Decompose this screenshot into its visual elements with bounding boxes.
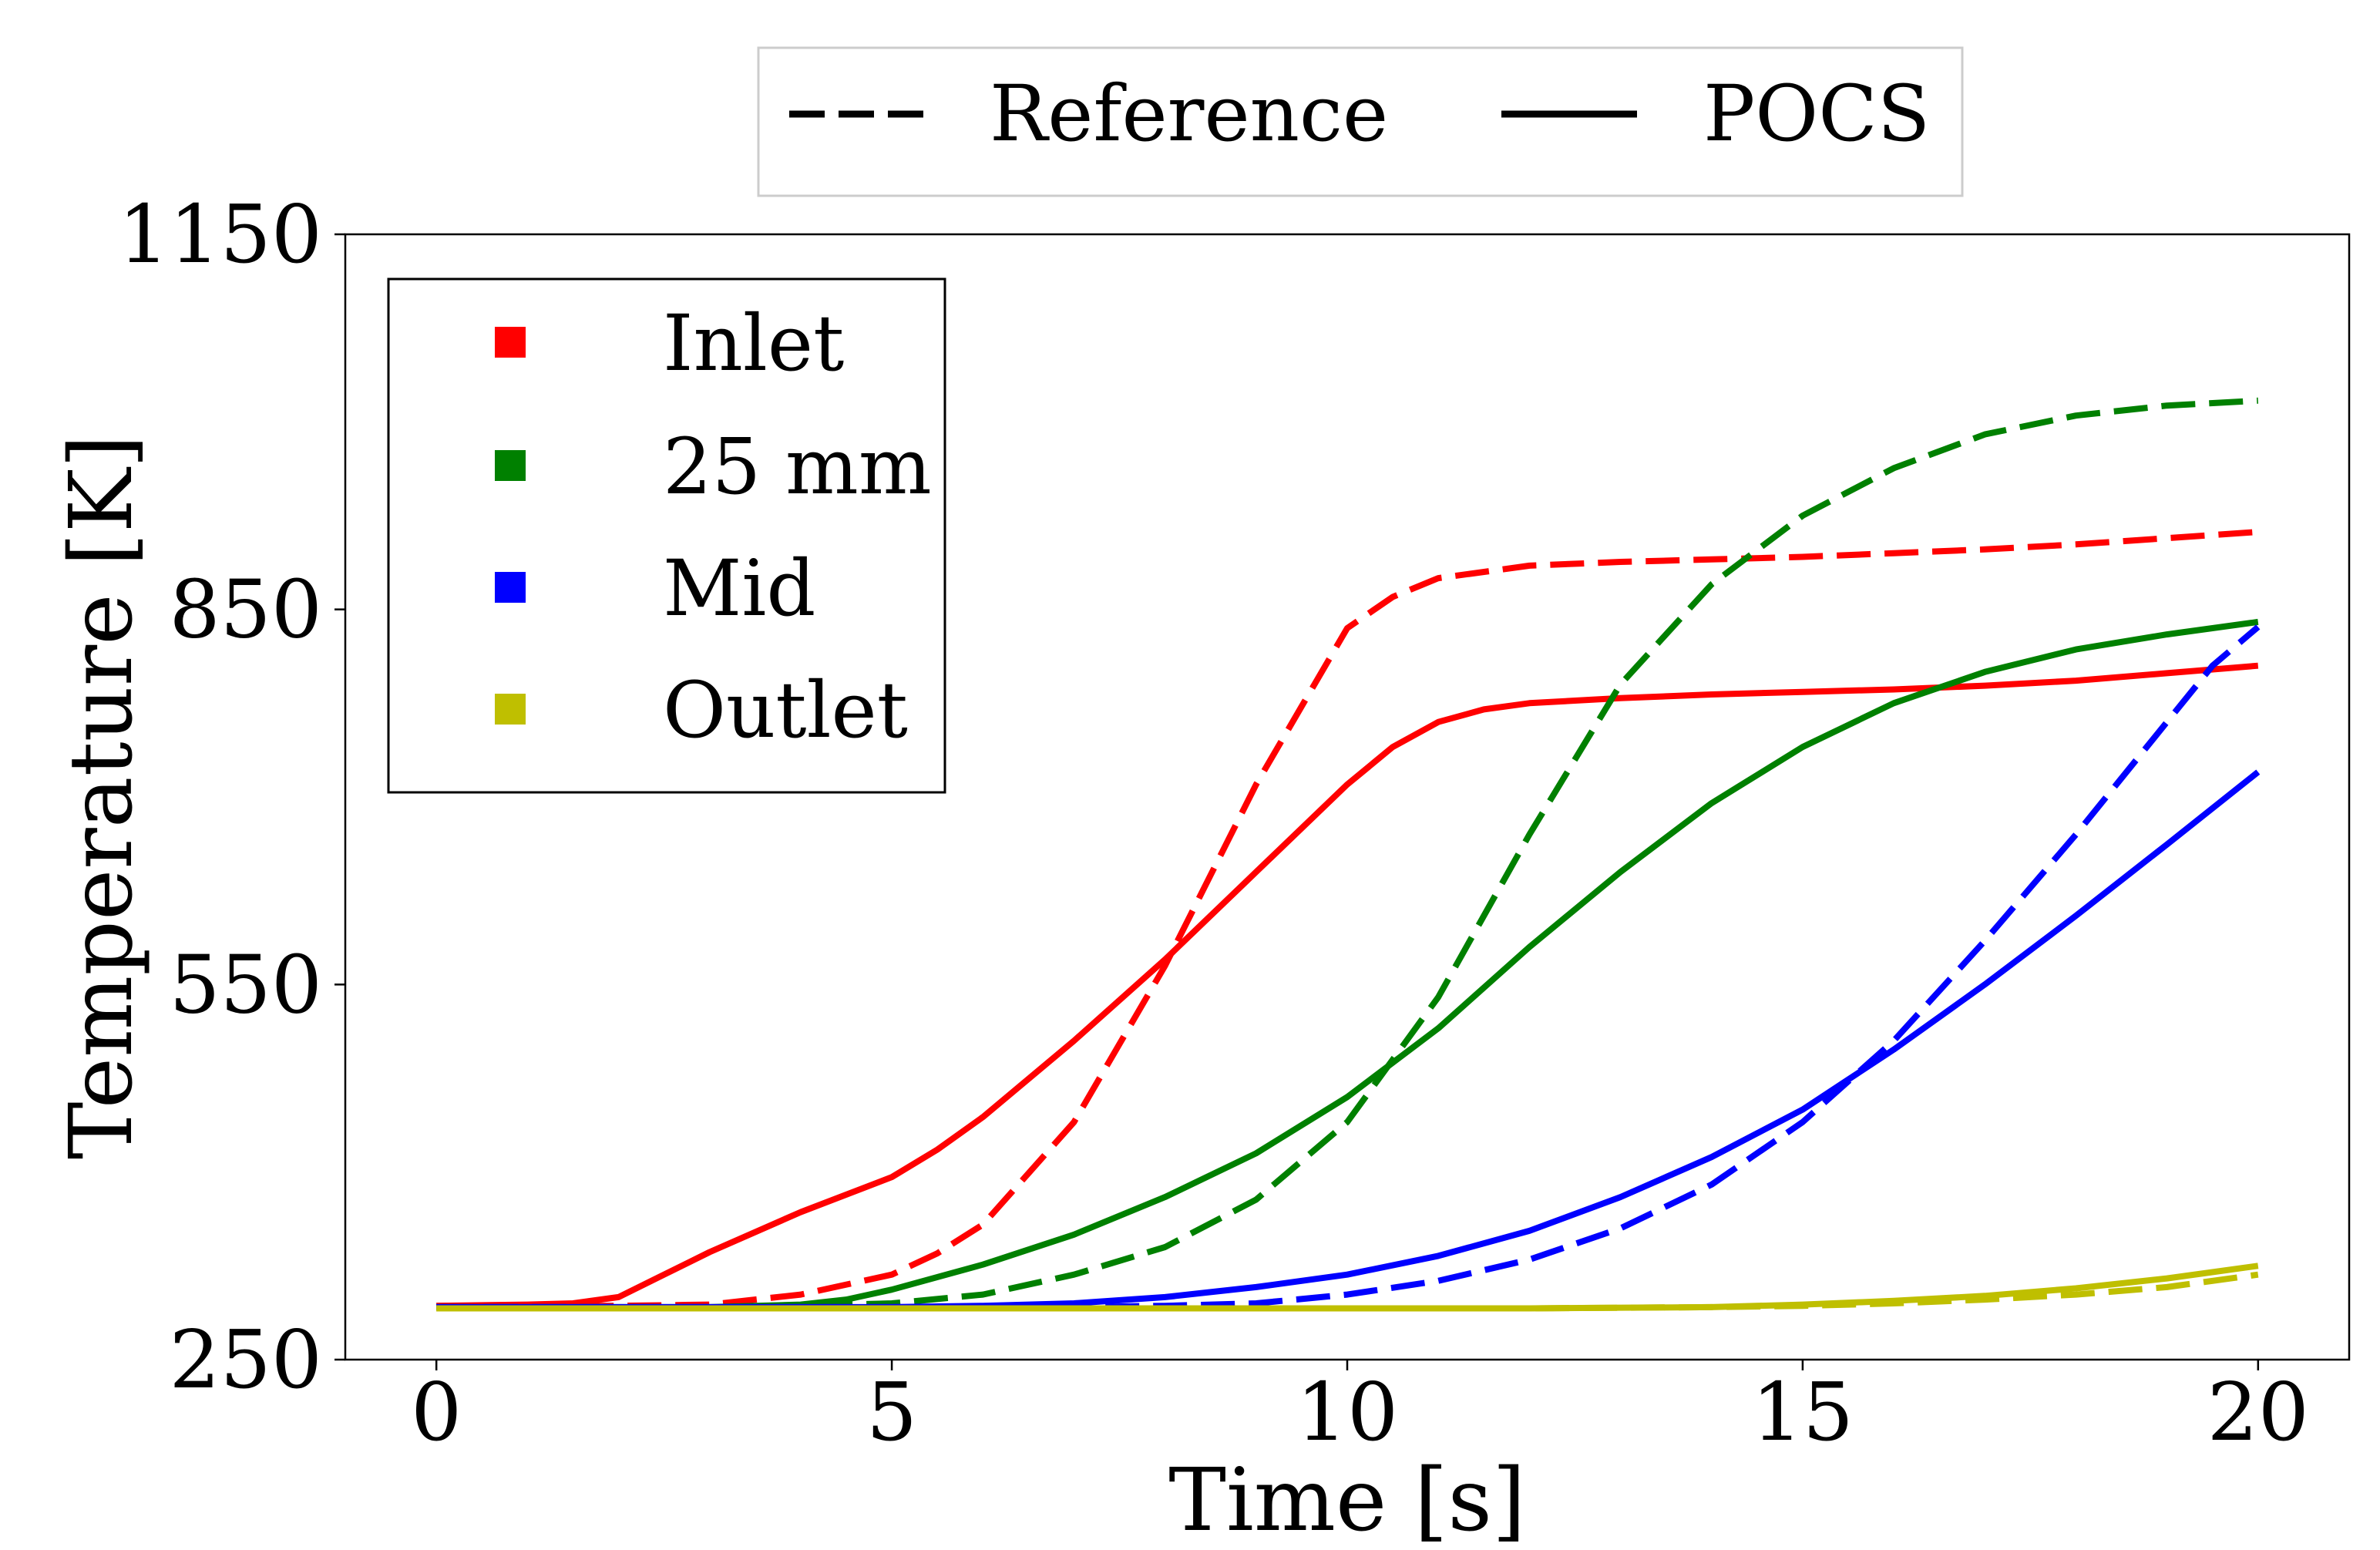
- y-tick-label-850: 850: [169, 563, 322, 657]
- color-legend: Inlet 25 mm Mid Outlet: [387, 277, 946, 794]
- x-tick-label-0: 0: [411, 1365, 462, 1459]
- x-tick-label-5: 5: [866, 1365, 917, 1459]
- legend-pocs-label: POCS: [1703, 69, 1930, 159]
- y-tick-label-250: 250: [169, 1313, 322, 1407]
- legend-swatch-outlet: [495, 694, 526, 725]
- legend-swatch-25mm: [495, 450, 526, 481]
- series-line-inlet-reference: [436, 529, 2259, 1310]
- series-line-25-mm-reference: [436, 397, 2259, 1310]
- legend-mid-label: Mid: [663, 543, 815, 634]
- x-tick-label-20: 20: [2207, 1365, 2309, 1459]
- series-line-25-mm-pocs: [436, 618, 2259, 1310]
- legend-inlet-label: Inlet: [663, 298, 844, 388]
- x-tick-label-10: 10: [1296, 1365, 1398, 1459]
- style-legend: Reference POCS: [757, 46, 1964, 197]
- y-axis-label: Temperature [K]: [52, 435, 152, 1159]
- series-layer: [436, 397, 2261, 1312]
- legend-reference-label: Reference: [990, 69, 1388, 159]
- series-line-outlet-pocs: [436, 1263, 2259, 1312]
- legend-outlet-label: Outlet: [663, 665, 908, 755]
- x-axis-label: Time [s]: [1168, 1451, 1525, 1550]
- style-legend-box: [757, 46, 1964, 197]
- y-tick-label-1150: 1150: [118, 187, 322, 281]
- series-line-mid-pocs: [436, 769, 2261, 1310]
- series-line-inlet-pocs: [436, 662, 2259, 1310]
- x-tick-label-15: 15: [1752, 1365, 1854, 1459]
- color-legend-box: [387, 277, 946, 794]
- legend-25mm-label: 25 mm: [663, 422, 932, 512]
- ticks-layer: 0 5 10 15 20 250 550 850 1150: [118, 187, 2309, 1459]
- y-tick-label-550: 550: [169, 937, 322, 1031]
- legend-swatch-inlet: [495, 327, 526, 358]
- legend-swatch-mid: [495, 572, 526, 603]
